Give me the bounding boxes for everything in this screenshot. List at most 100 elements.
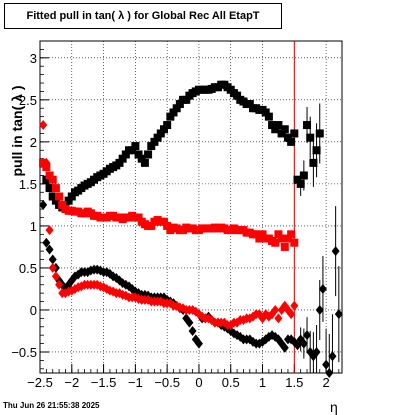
- y-tick-label: 2.5: [19, 93, 37, 108]
- data-point: [271, 238, 280, 247]
- data-point: [131, 142, 140, 151]
- x-tick-label: 0.5: [222, 375, 240, 390]
- data-point: [280, 342, 289, 353]
- data-point: [182, 95, 191, 104]
- data-point: [156, 129, 165, 138]
- data-point: [185, 317, 194, 328]
- data-point: [271, 304, 280, 315]
- data-point: [48, 262, 57, 273]
- data-point: [45, 171, 54, 180]
- y-tick-label: 0.5: [19, 261, 37, 276]
- data-point: [58, 200, 67, 209]
- data-point: [51, 196, 60, 205]
- data-point: [51, 271, 60, 282]
- data-point: [245, 100, 254, 109]
- data-point: [67, 192, 76, 201]
- data-point: [134, 150, 143, 159]
- data-point: [233, 91, 242, 100]
- x-tick-label: −0.5: [154, 375, 180, 390]
- data-point: [318, 283, 327, 294]
- x-tick-label: 2: [322, 375, 329, 390]
- data-point: [293, 175, 302, 184]
- data-point: [334, 309, 343, 320]
- y-axis-label: pull in tan( λ ): [9, 85, 25, 177]
- data-point: [55, 192, 64, 201]
- data-point: [48, 175, 57, 184]
- y-tick-label: 1: [30, 219, 37, 234]
- data-point: [287, 137, 296, 146]
- data-point: [303, 330, 312, 341]
- data-point: [166, 112, 175, 121]
- data-point: [315, 304, 324, 315]
- data-point: [296, 179, 305, 188]
- y-tick-label: 0: [30, 303, 37, 318]
- x-tick-label: −1.5: [91, 375, 117, 390]
- data-point: [172, 104, 181, 113]
- data-point: [312, 346, 321, 357]
- data-point: [299, 338, 308, 349]
- data-point: [147, 221, 156, 230]
- data-point: [115, 158, 124, 167]
- data-point: [277, 234, 286, 243]
- data-point: [140, 158, 149, 167]
- data-point: [287, 309, 296, 320]
- data-point: [42, 237, 51, 248]
- data-point: [312, 146, 321, 155]
- data-point: [331, 246, 340, 257]
- data-point: [255, 234, 264, 243]
- x-tick-label: 1.5: [285, 375, 303, 390]
- x-axis-label: η: [330, 399, 338, 415]
- x-tick-label: −2: [64, 375, 79, 390]
- data-point: [39, 120, 48, 131]
- chart-title-box: Fitted pull in tan( λ ) for Global Rec A…: [4, 3, 282, 29]
- data-point: [51, 184, 60, 193]
- y-tick-label: −0.5: [11, 345, 37, 360]
- data-point: [188, 325, 197, 336]
- y-tick-label: 2: [30, 135, 37, 150]
- data-point: [258, 230, 267, 239]
- data-point: [128, 146, 137, 155]
- chart-title: Fitted pull in tan( λ ) for Global Rec A…: [26, 10, 260, 22]
- data-point: [271, 125, 280, 134]
- timestamp: Thu Jun 26 21:55:38 2025: [3, 401, 100, 410]
- data-point: [315, 129, 324, 138]
- data-point: [159, 125, 168, 134]
- data-point: [306, 133, 315, 142]
- data-point: [144, 150, 153, 159]
- data-point: [39, 199, 48, 210]
- data-point: [48, 192, 57, 201]
- data-point: [194, 338, 203, 349]
- data-point: [309, 158, 318, 167]
- x-tick-label: −1: [128, 375, 143, 390]
- data-point: [169, 108, 178, 117]
- x-tick-label: 0: [195, 375, 202, 390]
- data-point: [42, 157, 51, 168]
- data-point: [299, 171, 308, 180]
- data-point: [280, 242, 289, 251]
- data-point: [163, 121, 172, 130]
- data-point: [287, 230, 296, 239]
- data-point: [325, 368, 334, 378]
- data-point: [118, 154, 127, 163]
- data-point: [328, 351, 337, 362]
- data-point: [64, 196, 73, 205]
- data-point: [280, 125, 289, 134]
- data-point: [322, 359, 331, 370]
- data-point: [283, 234, 292, 243]
- y-tick-label: 1.5: [19, 177, 37, 192]
- data-point: [261, 108, 270, 117]
- data-point: [159, 217, 168, 226]
- data-point: [252, 230, 261, 239]
- data-point: [147, 142, 156, 151]
- data-point: [45, 225, 54, 236]
- data-point: [45, 184, 54, 193]
- data-point: [290, 238, 299, 247]
- data-point: [290, 129, 299, 138]
- data-point: [55, 279, 64, 290]
- data-point: [121, 150, 130, 159]
- x-tick-label: −2.5: [27, 375, 53, 390]
- data-point: [290, 300, 299, 311]
- data-point: [274, 230, 283, 239]
- data-point: [134, 213, 143, 222]
